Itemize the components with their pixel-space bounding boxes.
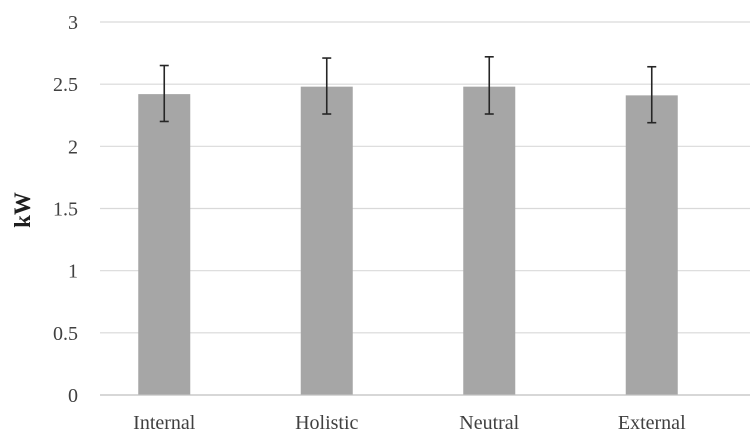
y-axis-tick-labels: 0 0.5 1 1.5 2 2.5 3 [53,12,78,407]
x-tick-label-internal: Internal [133,412,196,434]
error-bar-external [647,65,657,124]
y-tick-label: 1.5 [53,199,78,221]
error-bar-internal [159,64,169,123]
bar-internal [138,94,191,395]
error-bar-neutral [484,56,494,115]
y-axis-title: kW [10,192,35,228]
bar-external [625,95,678,396]
error-bars [159,56,657,124]
y-tick-label: 2 [68,136,78,158]
bar-holistic [300,86,353,396]
x-tick-label-neutral: Neutral [459,412,519,434]
y-tick-label: 1 [68,261,78,283]
x-tick-label-external: External [618,412,686,434]
x-tick-label-holistic: Holistic [295,412,358,434]
y-tick-label: 0.5 [53,323,78,345]
x-axis-tick-labels: Internal Holistic Neutral External [133,412,686,434]
y-tick-label: 0 [68,385,78,407]
y-tick-label: 2.5 [53,74,78,96]
bars [138,86,678,396]
error-bar-holistic [322,57,332,115]
y-tick-label: 3 [68,12,78,34]
bar-neutral [463,86,516,396]
